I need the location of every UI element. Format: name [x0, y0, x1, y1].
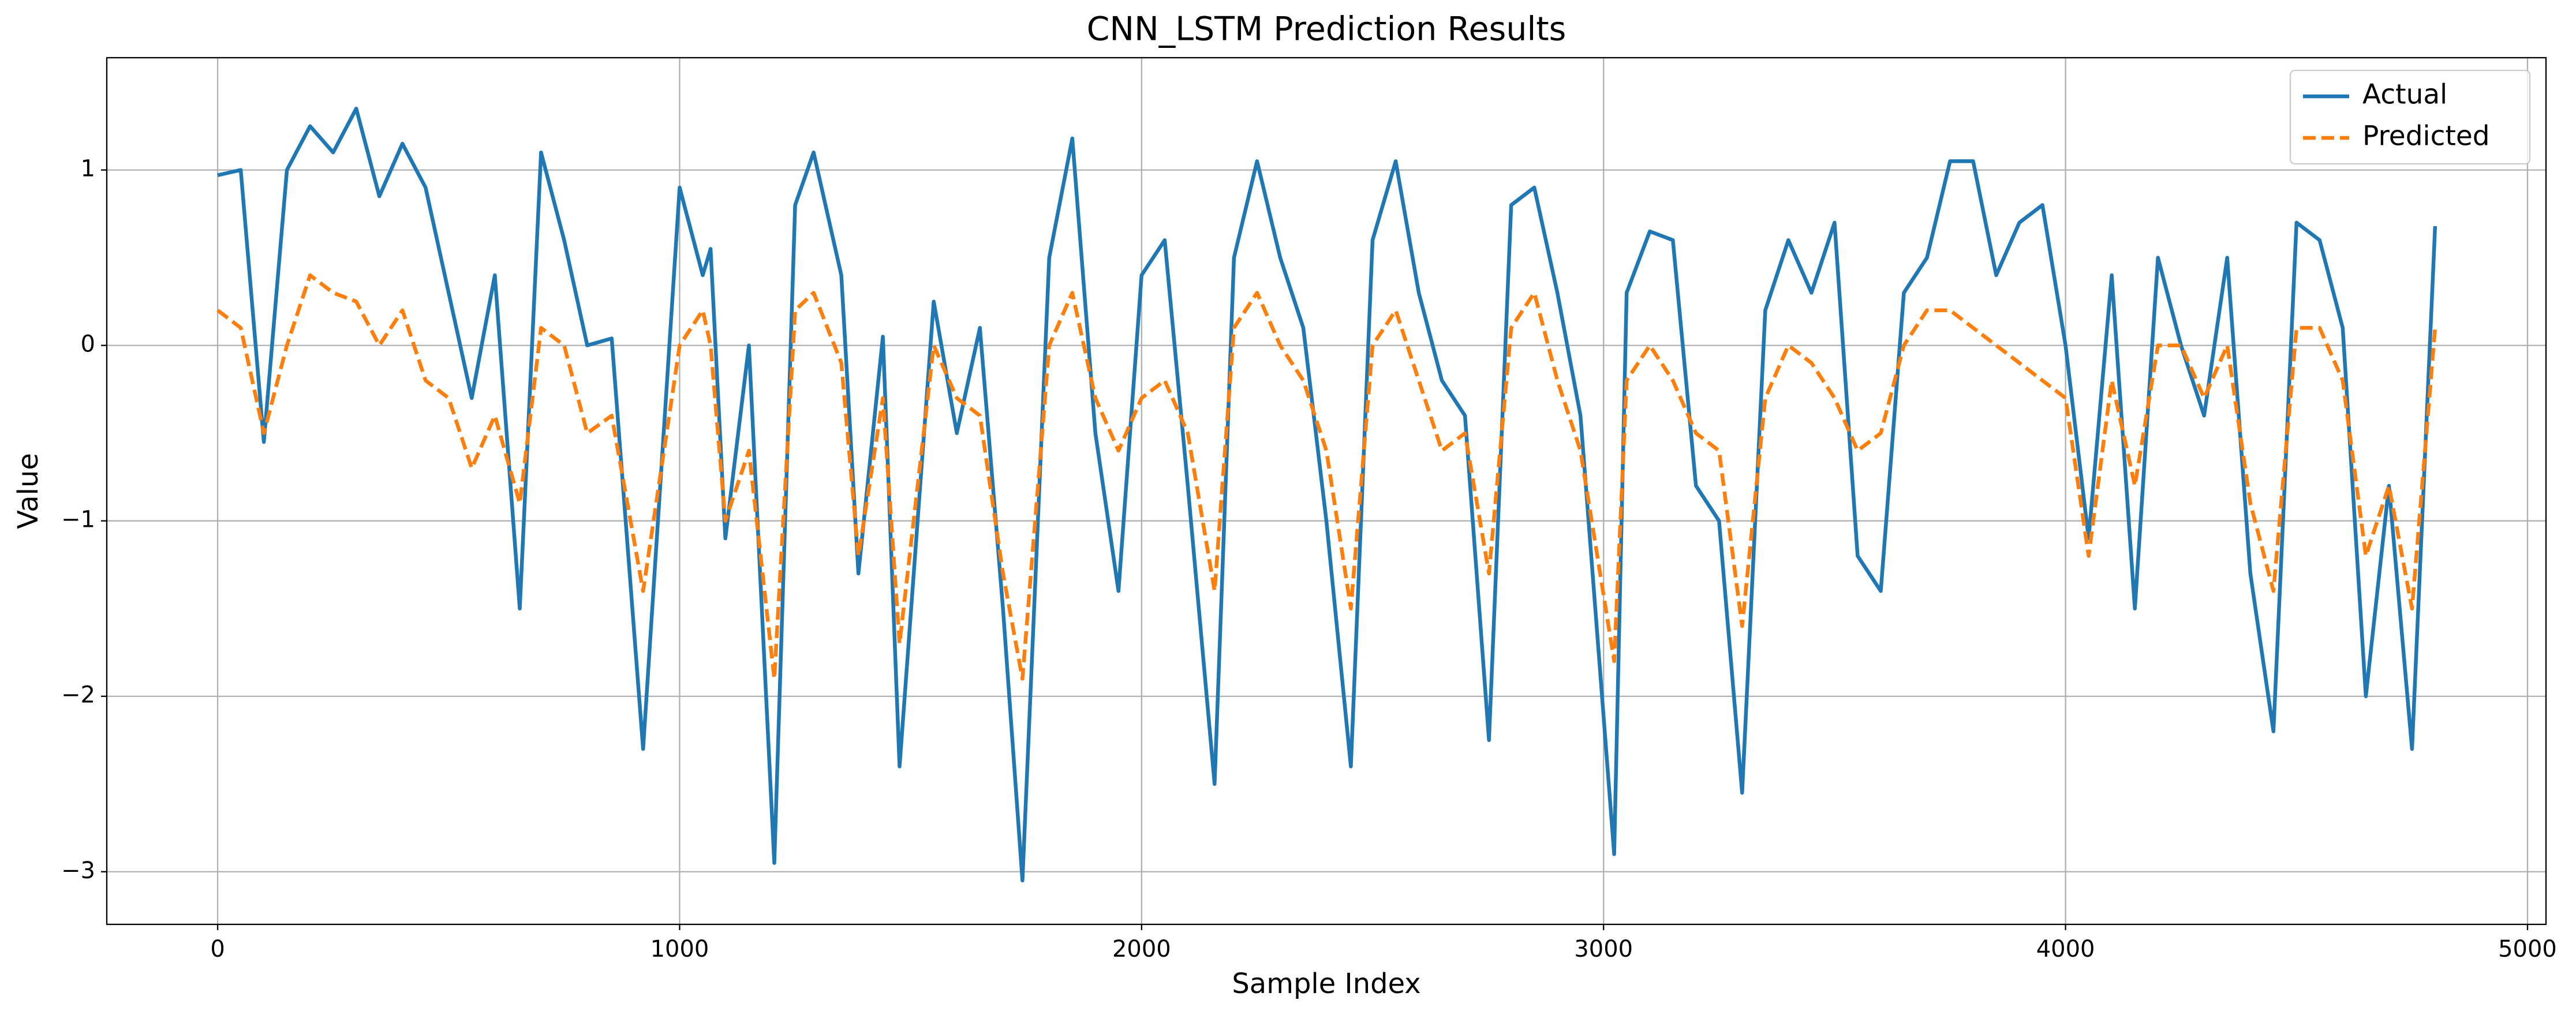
- y-tick-label: 1: [81, 156, 95, 182]
- y-tick-label: −1: [61, 507, 95, 533]
- x-tick-label: 1000: [650, 936, 709, 962]
- x-tick-label: 0: [210, 936, 225, 962]
- chart-title: CNN_LSTM Prediction Results: [1087, 10, 1566, 48]
- x-tick-label: 5000: [2498, 936, 2557, 962]
- y-axis-label: Value: [12, 453, 44, 529]
- y-tick-label: −2: [61, 682, 95, 709]
- series-line: [216, 273, 2437, 681]
- x-tick-label: 2000: [1112, 936, 1171, 962]
- legend-label: Predicted: [2362, 121, 2490, 152]
- x-axis-label: Sample Index: [1232, 968, 1420, 1000]
- series-line: [217, 106, 2437, 883]
- x-tick-label: 4000: [2036, 936, 2095, 962]
- y-tick-label: 0: [81, 331, 95, 358]
- legend-label: Actual: [2362, 79, 2447, 111]
- legend-box: [2289, 69, 2531, 165]
- y-tick-label: −3: [61, 857, 95, 884]
- plot-frame: [106, 57, 2547, 926]
- x-tick-label: 3000: [1574, 936, 1633, 962]
